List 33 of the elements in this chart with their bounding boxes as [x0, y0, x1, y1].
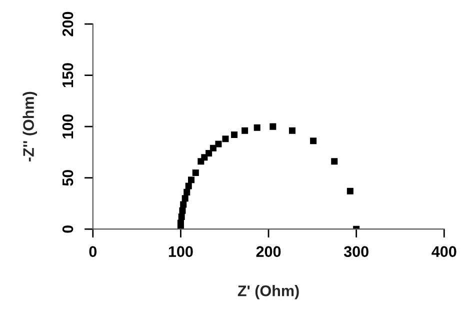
- point: [270, 123, 276, 130]
- point: [254, 124, 260, 131]
- point: [185, 182, 192, 190]
- point: [184, 188, 190, 196]
- y-tick-label: 50: [62, 170, 74, 186]
- point: [310, 138, 317, 144]
- point: [346, 188, 354, 194]
- y-tick-label: 150: [62, 63, 74, 88]
- point: [231, 132, 238, 138]
- y-tick-label: 0: [62, 225, 74, 233]
- point: [177, 220, 184, 226]
- point: [206, 150, 212, 156]
- y-tick-label: 100: [62, 114, 74, 138]
- point: [331, 158, 338, 165]
- point: [288, 127, 296, 134]
- point: [180, 201, 187, 208]
- point: [215, 140, 222, 148]
- point: [182, 195, 188, 202]
- y-tick-label: 200: [62, 12, 74, 36]
- x-tick-label: 300: [344, 246, 368, 258]
- point: [178, 214, 185, 220]
- point: [188, 176, 195, 184]
- point: [210, 144, 216, 152]
- point: [242, 127, 248, 134]
- point: [222, 136, 229, 142]
- x-tick-label: 200: [256, 246, 281, 257]
- x-tick-label: 100: [168, 246, 193, 257]
- y-axis-title: -Z'' (Ohm): [22, 92, 37, 162]
- x-tick-label: 400: [432, 246, 456, 257]
- point: [192, 169, 199, 176]
- point: [179, 207, 186, 214]
- x-axis-title: Z' (Ohm): [238, 285, 299, 300]
- x-tick-label: 0: [89, 246, 97, 257]
